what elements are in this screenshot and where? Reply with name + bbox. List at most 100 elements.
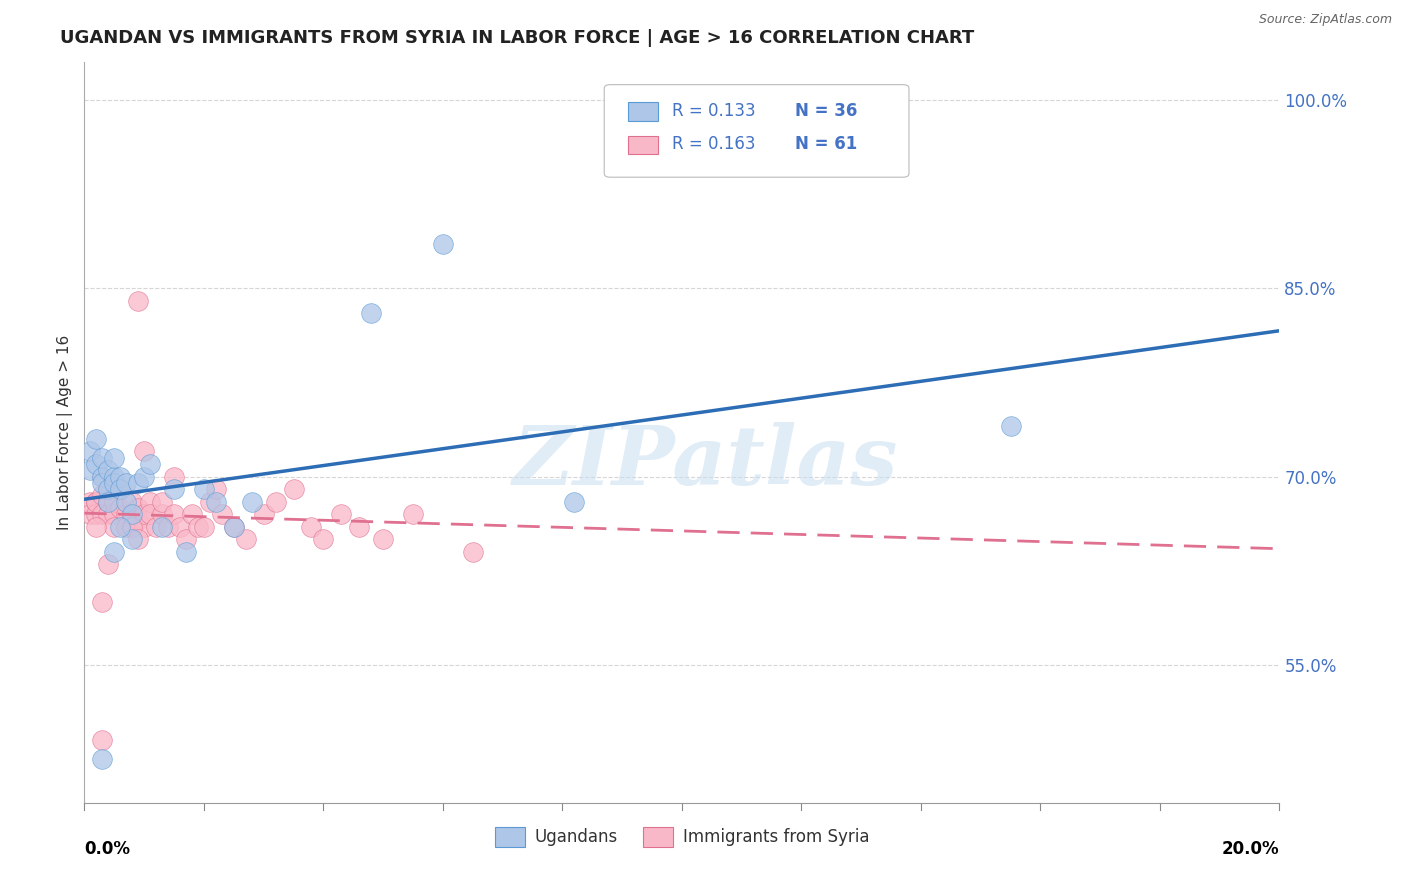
Point — [461, 545, 484, 559]
Point — [79, 494, 101, 508]
Point — [1000, 419, 1022, 434]
Point — [103, 494, 125, 508]
Point — [127, 475, 149, 490]
Point — [91, 469, 114, 483]
Point — [169, 520, 191, 534]
Point — [193, 482, 215, 496]
Text: ZIPatlas: ZIPatlas — [513, 422, 898, 502]
Point — [115, 520, 138, 534]
Legend: Ugandans, Immigrants from Syria: Ugandans, Immigrants from Syria — [488, 820, 876, 854]
Point — [127, 533, 149, 547]
Text: R = 0.133: R = 0.133 — [672, 102, 756, 120]
Point — [91, 507, 114, 521]
Point — [264, 494, 287, 508]
Point — [132, 507, 156, 521]
Point — [127, 500, 149, 515]
Point — [103, 475, 125, 490]
Point — [97, 463, 120, 477]
Text: Source: ZipAtlas.com: Source: ZipAtlas.com — [1258, 13, 1392, 27]
Point — [139, 507, 162, 521]
Point — [103, 520, 125, 534]
Point — [86, 494, 108, 508]
Point — [86, 520, 108, 534]
Point — [222, 520, 245, 534]
FancyBboxPatch shape — [628, 136, 658, 154]
Point — [103, 507, 125, 521]
Point — [97, 494, 120, 508]
Point — [115, 507, 138, 521]
Point — [97, 482, 120, 496]
Point — [121, 507, 143, 521]
Point — [103, 545, 125, 559]
Point — [150, 494, 173, 508]
Point — [373, 533, 395, 547]
Point — [86, 432, 108, 446]
Point — [115, 494, 138, 508]
Point — [86, 507, 108, 521]
Point — [86, 494, 108, 508]
Point — [205, 482, 228, 496]
Point — [301, 520, 323, 534]
Point — [198, 494, 221, 508]
Point — [157, 520, 180, 534]
Point — [110, 482, 132, 496]
Point — [150, 507, 173, 521]
Point — [121, 520, 143, 534]
Point — [174, 545, 197, 559]
Point — [110, 469, 132, 483]
Point — [79, 507, 101, 521]
Point — [132, 444, 156, 458]
Point — [97, 494, 120, 508]
Point — [163, 469, 186, 483]
Point — [312, 533, 335, 547]
Point — [79, 463, 101, 477]
Point — [115, 475, 138, 490]
Point — [97, 507, 120, 521]
Point — [402, 507, 425, 521]
Point — [110, 520, 132, 534]
Point — [97, 482, 120, 496]
Point — [127, 293, 149, 308]
Text: 20.0%: 20.0% — [1222, 840, 1279, 858]
Point — [187, 520, 209, 534]
Point — [181, 507, 204, 521]
Point — [349, 520, 371, 534]
Point — [110, 500, 132, 515]
Point — [174, 533, 197, 547]
Point — [91, 475, 114, 490]
Text: UGANDAN VS IMMIGRANTS FROM SYRIA IN LABOR FORCE | AGE > 16 CORRELATION CHART: UGANDAN VS IMMIGRANTS FROM SYRIA IN LABO… — [60, 29, 974, 47]
Point — [163, 507, 186, 521]
Point — [222, 520, 245, 534]
Point — [132, 469, 156, 483]
Point — [564, 494, 586, 508]
Point — [253, 507, 276, 521]
FancyBboxPatch shape — [605, 85, 910, 178]
Text: N = 61: N = 61 — [796, 135, 858, 153]
Point — [121, 507, 143, 521]
Point — [432, 237, 454, 252]
Text: 0.0%: 0.0% — [84, 840, 131, 858]
Point — [110, 482, 132, 496]
Point — [283, 482, 305, 496]
Point — [86, 457, 108, 471]
Point — [145, 520, 167, 534]
Point — [193, 520, 215, 534]
Text: N = 36: N = 36 — [796, 102, 858, 120]
Point — [127, 513, 149, 527]
Point — [91, 595, 114, 609]
Point — [211, 507, 233, 521]
Point — [139, 494, 162, 508]
Point — [360, 306, 382, 320]
Point — [121, 520, 143, 534]
Point — [235, 533, 257, 547]
Point — [150, 520, 173, 534]
Y-axis label: In Labor Force | Age > 16: In Labor Force | Age > 16 — [58, 335, 73, 530]
Point — [132, 520, 156, 534]
Point — [139, 457, 162, 471]
Point — [91, 752, 114, 766]
Point — [163, 482, 186, 496]
Point — [91, 450, 114, 465]
Point — [91, 733, 114, 747]
Point — [97, 558, 120, 572]
Point — [205, 494, 228, 508]
